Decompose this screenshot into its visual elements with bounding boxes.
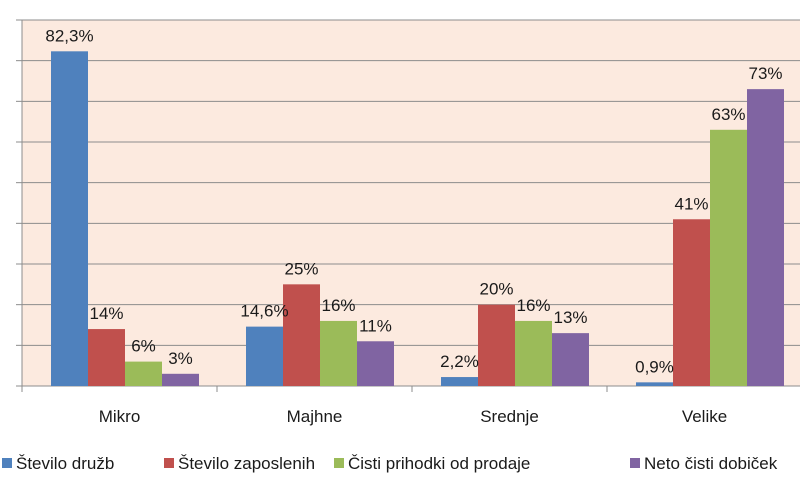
data-label: 16% xyxy=(516,296,550,315)
data-label: 82,3% xyxy=(45,26,93,45)
data-label: 25% xyxy=(284,259,318,278)
data-labels: 82,3%14%6%3%14,6%25%16%11%2,2%20%16%13%0… xyxy=(45,26,782,376)
bar-mikro-series-2 xyxy=(88,329,125,386)
data-label: 11% xyxy=(359,316,392,335)
category-label-mikro: Mikro xyxy=(99,407,141,426)
category-labels: Mikro Majhne Srednje Velike xyxy=(99,407,727,426)
bar-mikro-series-3 xyxy=(125,361,162,386)
data-label: 16% xyxy=(321,296,355,315)
bar-velike-series-3 xyxy=(710,129,747,387)
data-label: 2,2% xyxy=(440,352,479,371)
bar-majhne-series-2 xyxy=(283,284,320,386)
bar-majhne-series-1 xyxy=(246,326,283,386)
bar-srednje-series-3 xyxy=(515,320,552,386)
data-label: 73% xyxy=(748,64,782,83)
legend-swatch xyxy=(2,458,12,468)
data-label: 14,6% xyxy=(240,302,288,321)
data-label: 6% xyxy=(131,337,156,356)
bar-velike-series-4 xyxy=(747,89,784,386)
legend: Število družb Število zaposlenih Čisti pri… xyxy=(2,454,778,473)
data-label: 3% xyxy=(168,349,193,368)
bar-majhne-series-3 xyxy=(320,320,357,386)
data-label: 14% xyxy=(89,304,123,323)
legend-swatch xyxy=(164,458,174,468)
data-label: 63% xyxy=(711,105,745,124)
category-label-velike: Velike xyxy=(682,407,727,426)
data-label: 20% xyxy=(479,280,513,299)
bar-velike-series-2 xyxy=(673,219,710,386)
bars xyxy=(51,51,784,387)
bar-majhne-series-4 xyxy=(357,341,394,386)
legend-label: Neto čisti dobiček xyxy=(644,454,778,473)
legend-label: Število zaposlenih xyxy=(178,454,315,473)
legend-swatch xyxy=(334,458,344,468)
data-label: 13% xyxy=(553,308,587,327)
bar-srednje-series-2 xyxy=(478,304,515,386)
gridlines xyxy=(22,19,800,346)
plot-area xyxy=(22,20,800,386)
bar-srednje-series-4 xyxy=(552,333,589,386)
data-label: 0,9% xyxy=(635,357,674,376)
legend-label: Čisti prihodki od prodaje xyxy=(348,454,530,473)
legend-swatch xyxy=(630,458,640,468)
data-label: 41% xyxy=(674,194,708,213)
category-label-majhne: Majhne xyxy=(287,407,343,426)
legend-label: Število družb xyxy=(16,454,114,473)
category-label-srednje: Srednje xyxy=(480,407,539,426)
bar-velike-series-1 xyxy=(636,382,673,386)
bar-mikro-series-1 xyxy=(51,51,88,387)
bar-srednje-series-1 xyxy=(441,377,478,386)
bar-mikro-series-4 xyxy=(162,373,199,386)
